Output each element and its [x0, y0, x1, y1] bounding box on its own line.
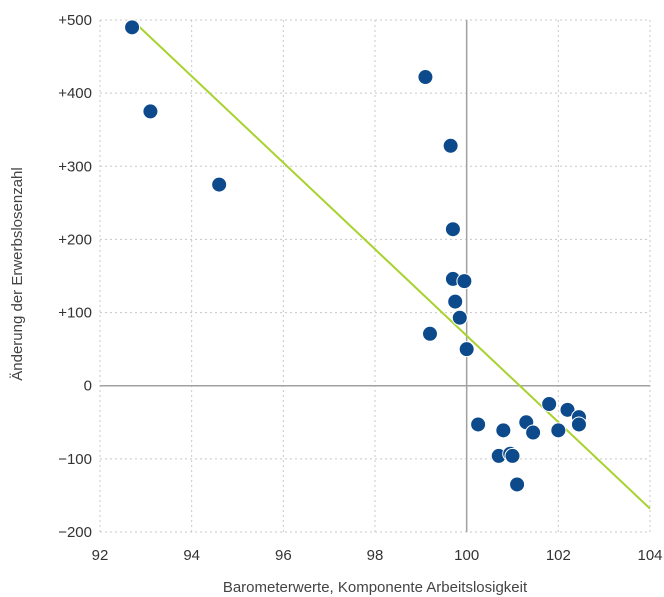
tick-labels: 92 94 96 98 100 102 104 −200 −100 0 +100 +200 +300 +4…: [58, 12, 662, 564]
data-point: [458, 341, 475, 358]
data-point: [447, 293, 464, 310]
y-tick-label: +400: [58, 85, 92, 102]
data-point: [142, 103, 159, 120]
data-point: [211, 176, 228, 193]
data-point: [442, 137, 459, 154]
x-tick-label: 98: [367, 547, 384, 564]
x-tick-label: 104: [637, 547, 662, 564]
y-tick-label: −200: [58, 524, 92, 541]
data-point: [541, 396, 558, 412]
y-tick-label: +100: [58, 305, 92, 322]
data-point: [422, 325, 438, 342]
x-tick-label: 100: [454, 547, 479, 564]
y-tick-label: 0: [84, 378, 92, 395]
y-tick-label: +500: [58, 12, 92, 29]
data-point: [559, 401, 576, 418]
data-point: [451, 309, 468, 326]
data-point: [124, 19, 141, 36]
data-point: [470, 416, 487, 433]
x-tick-label: 92: [92, 547, 109, 564]
data-point: [456, 273, 473, 290]
data-points: [124, 19, 587, 493]
data-point: [504, 447, 521, 464]
x-tick-label: 94: [183, 547, 200, 564]
data-point: [509, 476, 526, 493]
data-point: [444, 221, 461, 238]
grid: [99, 19, 651, 533]
y-tick-label: +300: [58, 158, 92, 175]
y-tick-label: −100: [58, 451, 92, 468]
x-tick-label: 102: [546, 547, 571, 564]
data-point: [417, 69, 434, 86]
data-point: [570, 416, 587, 433]
data-point: [525, 424, 542, 441]
data-point: [495, 422, 512, 439]
data-point: [550, 422, 567, 439]
x-tick-label: 96: [275, 547, 292, 564]
y-tick-label: +200: [58, 231, 92, 248]
y-axis-title: Änderung der Erwerbslosenzahl: [9, 167, 26, 380]
x-axis-title: Barometerwerte, Komponente Arbeitslosigk…: [223, 579, 528, 596]
